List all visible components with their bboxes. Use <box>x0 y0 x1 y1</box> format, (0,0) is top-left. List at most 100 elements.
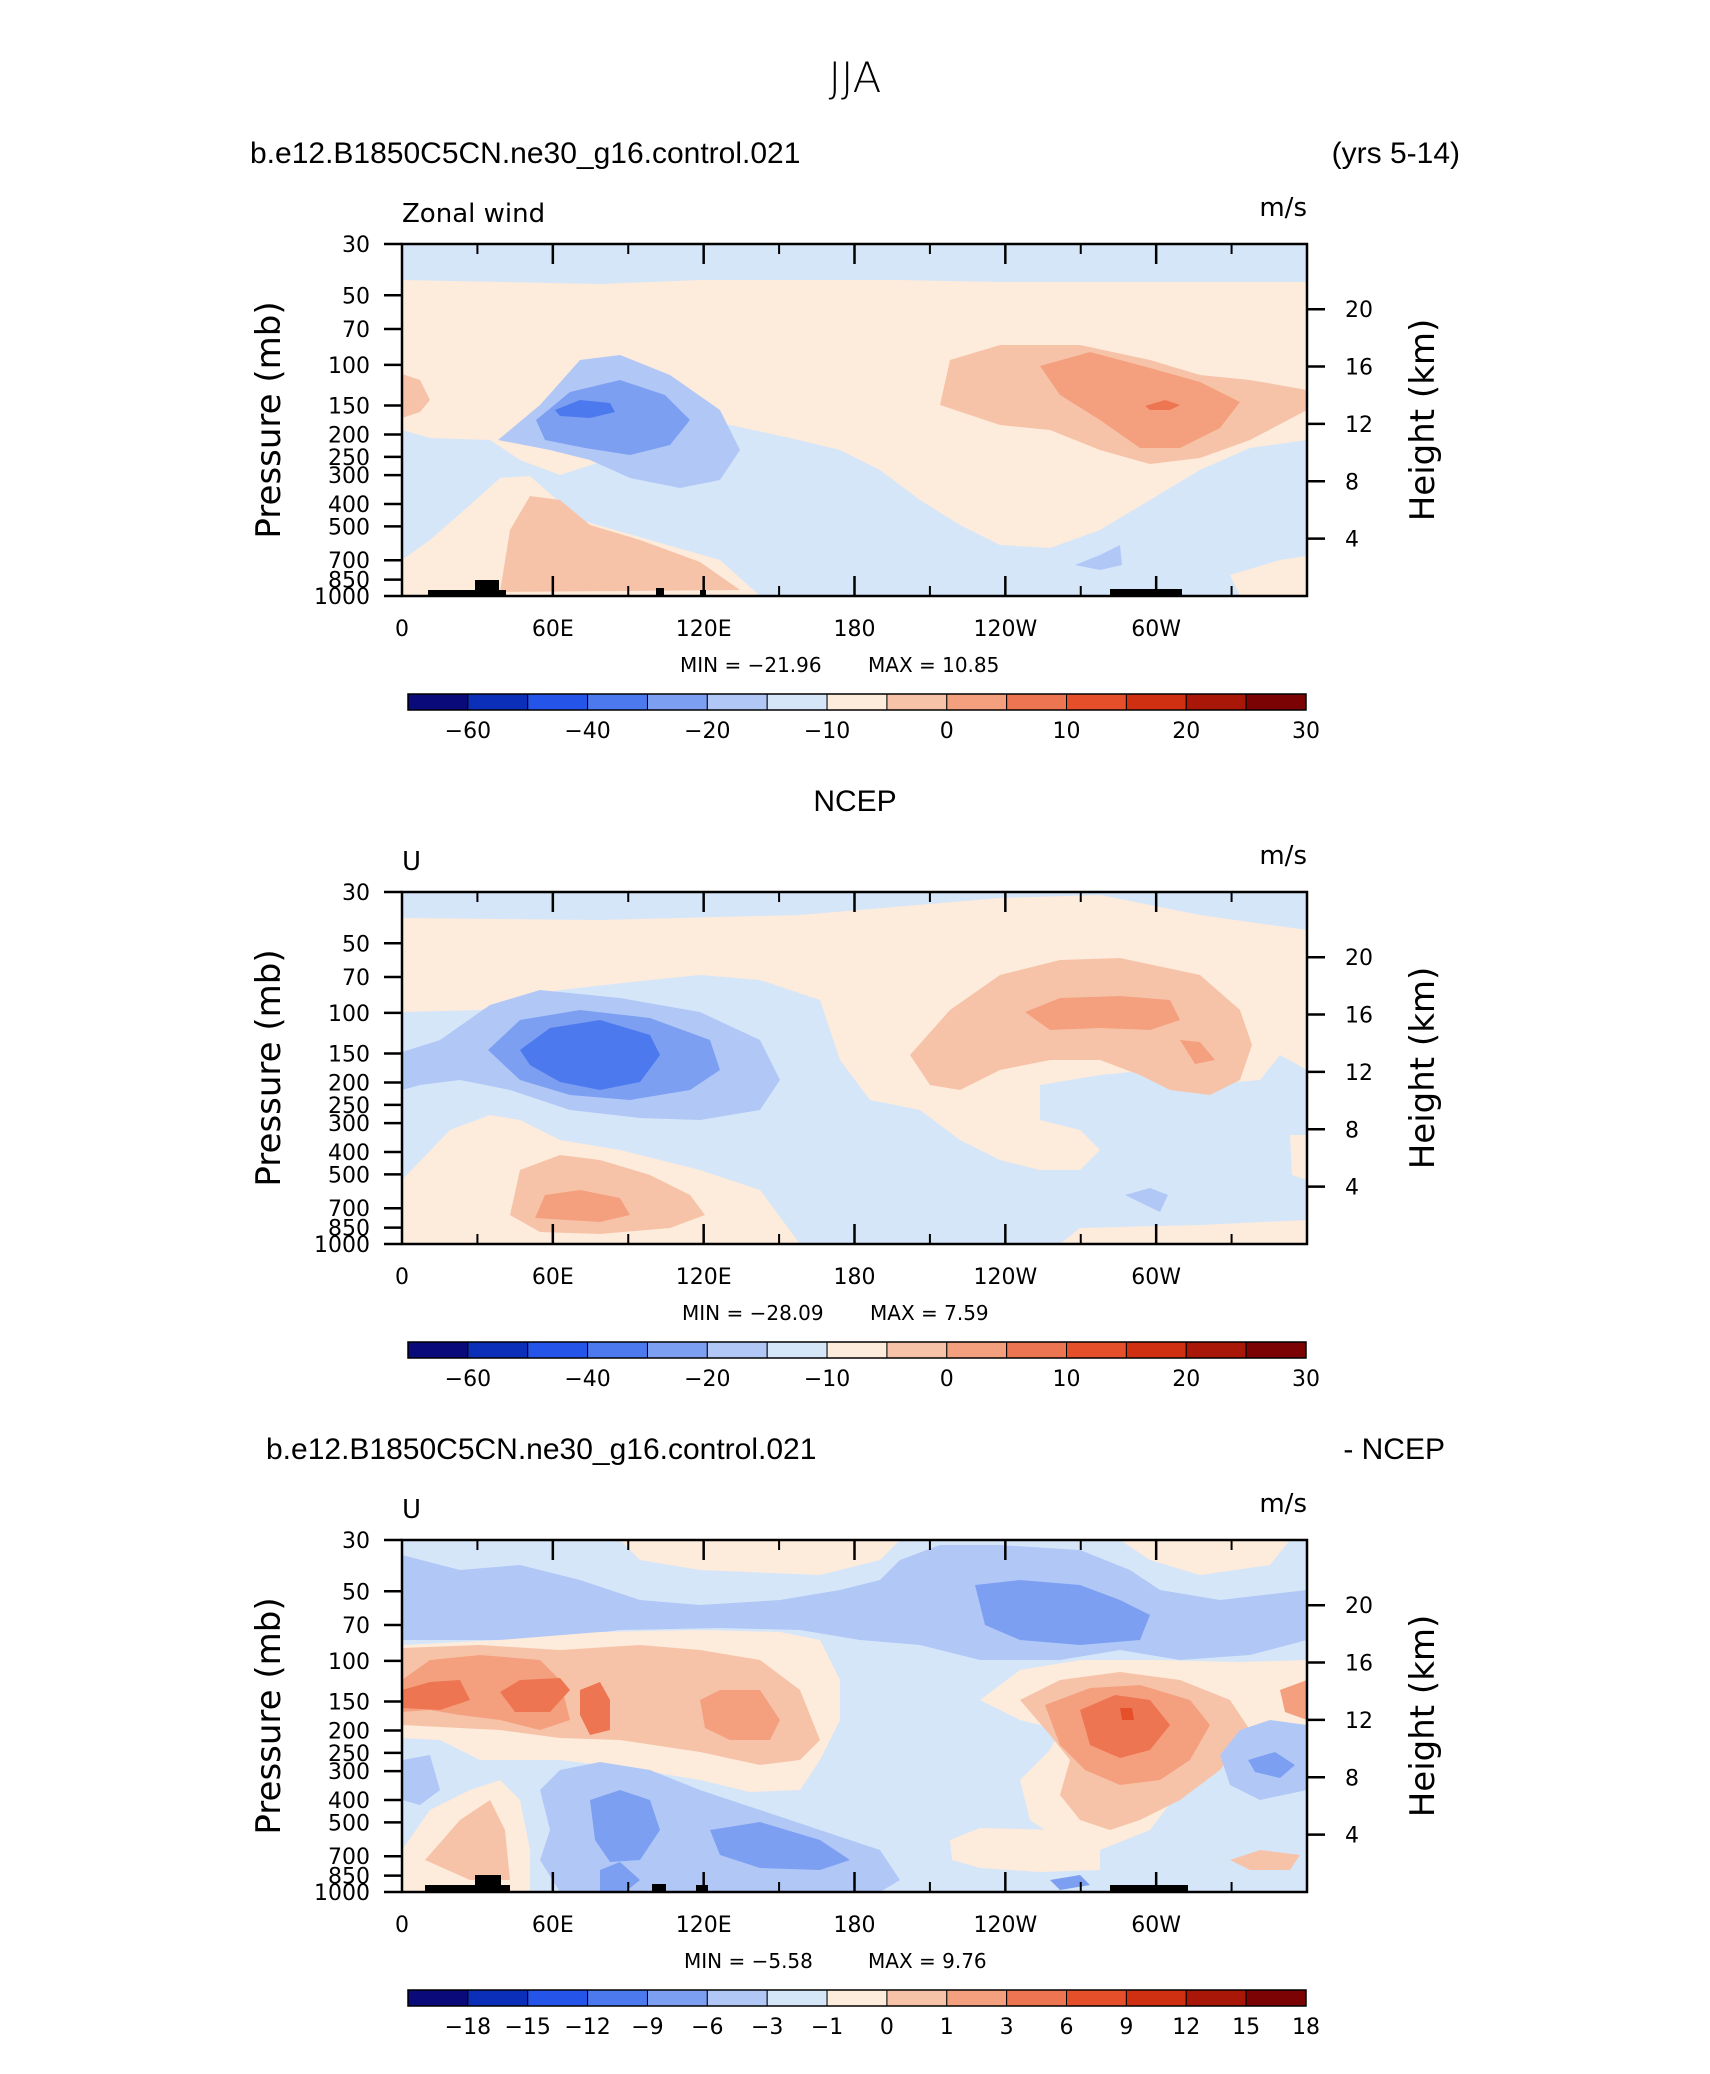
colorbar-box <box>1185 1989 1247 2007</box>
y-tick-label: 100 <box>328 1650 370 1675</box>
lower-neg-3c <box>710 1822 850 1870</box>
y-tick-label: 150 <box>328 1043 370 1068</box>
x-tick-label: 120E <box>676 1913 732 1938</box>
y-tick-label: 250 <box>328 1094 370 1119</box>
y-tick-label: 500 <box>328 1811 370 1836</box>
min-label-2: MIN = −28.09 <box>682 1301 824 1325</box>
colorbar-box <box>587 1989 648 2007</box>
pos2 <box>1040 352 1240 448</box>
colorbar-box <box>646 693 708 711</box>
right-neg-3b <box>1248 1752 1295 1778</box>
x-tick-label: 0 <box>395 617 409 642</box>
contour-fill-1 <box>402 244 1307 596</box>
bottom-left-title: b.e12.B1850C5CN.ne30_g16.control.021 <box>266 1433 816 1466</box>
lower-left-pos2 <box>425 1800 510 1880</box>
y-right-tick-label: 20 <box>1345 1594 1373 1619</box>
small-neg-2 <box>1125 1188 1168 1212</box>
colorbar-label: −6 <box>691 2015 723 2040</box>
y-right-tick-label: 12 <box>1345 413 1373 438</box>
colorbar-box <box>706 693 768 711</box>
neg2 <box>536 380 690 455</box>
x-tick-label: 180 <box>834 1913 876 1938</box>
colorbar-label: −10 <box>804 719 850 744</box>
colorbar-label: 0 <box>940 719 954 744</box>
colorbar-box <box>587 1341 648 1359</box>
colorbar-label: −20 <box>684 719 730 744</box>
panel-label-3: U <box>402 1495 421 1525</box>
y-tick-label: 250 <box>328 1742 370 1767</box>
y-right-tick-label: 20 <box>1345 298 1373 323</box>
colorbar-label: −12 <box>564 2015 610 2040</box>
left-pos <box>402 374 430 418</box>
y-tick-label: 1000 <box>314 1233 370 1258</box>
colorbar-box <box>1006 693 1068 711</box>
pos-band-3f <box>580 1682 610 1735</box>
colorbar-1: −60 −40 −20 −10 0 10 20 30 <box>407 693 1320 744</box>
y-tick-label: 30 <box>342 1529 370 1554</box>
colorbar-label: 10 <box>1053 719 1081 744</box>
y-tick-label: 850 <box>328 1865 370 1890</box>
ylabel-3: Pressure (mb) <box>249 1597 289 1834</box>
colorbar-frame <box>407 1989 1307 2007</box>
pos3-2 <box>1180 1040 1215 1064</box>
panel-1: Zonal wind m/s Pressure (mb) Height (km)… <box>249 193 1443 744</box>
topography-3 <box>425 1875 1188 1892</box>
y-right-tick-label: 8 <box>1345 1118 1359 1143</box>
colorbar-label: 18 <box>1292 2015 1320 2040</box>
neg3 <box>555 400 615 418</box>
ylabel-right-2: Height (km) <box>1403 967 1443 1170</box>
y-tick-label: 1000 <box>314 585 370 610</box>
colorbar-label: 0 <box>940 1367 954 1392</box>
colorbar-frame <box>407 693 1307 711</box>
colorbar-label: 30 <box>1292 719 1320 744</box>
colorbar-label: −3 <box>751 2015 783 2040</box>
y-tick-label: 70 <box>342 318 370 343</box>
colorbar-label: −60 <box>445 1367 491 1392</box>
y-tick-label: 150 <box>328 395 370 420</box>
lower-neg-3b <box>590 1790 660 1862</box>
y-tick-label: 70 <box>342 966 370 991</box>
colorbar-box <box>1185 693 1247 711</box>
colorbar-box <box>1185 1341 1247 1359</box>
colorbar-box <box>886 1341 948 1359</box>
y-tick-label: 400 <box>328 1789 370 1814</box>
lower-neg-3d <box>600 1862 640 1892</box>
units-3: m/s <box>1259 1489 1307 1519</box>
colorbar-box <box>706 1989 768 2007</box>
lower-positive-2 <box>500 496 740 592</box>
panel-label-2: U <box>402 847 421 877</box>
y-tick-label: 400 <box>328 1141 370 1166</box>
pos2-2 <box>1025 996 1180 1030</box>
colorbar-box <box>1125 693 1187 711</box>
colorbar-box <box>886 1989 948 2007</box>
colorbar-label: 12 <box>1172 2015 1200 2040</box>
bottom-pos-3r2 <box>1230 1850 1300 1870</box>
y-tick-label: 30 <box>342 881 370 906</box>
y-right-tick-label: 12 <box>1345 1709 1373 1734</box>
colorbar-label: 10 <box>1053 1367 1081 1392</box>
colorbar-box <box>527 1989 589 2007</box>
colorbar-box <box>527 1341 589 1359</box>
colorbar-box <box>826 693 888 711</box>
colorbar-box <box>1245 1341 1307 1359</box>
top-left-title: b.e12.B1850C5CN.ne30_g16.control.021 <box>250 137 800 170</box>
top-pos-3b <box>1120 1540 1290 1575</box>
y-tick-label: 50 <box>342 1580 370 1605</box>
y-tick-label: 50 <box>342 284 370 309</box>
pos-r-3d <box>1120 1708 1134 1720</box>
y-tick-label: 200 <box>328 423 370 448</box>
colorbar-label: −1 <box>811 2015 843 2040</box>
colorbar-box <box>467 1341 529 1359</box>
colorbar-3: −18 −15 −12 −9 −6 −3 −1 0 1 3 6 9 12 15 18 <box>407 1989 1320 2040</box>
colorbar-box <box>587 693 648 711</box>
pos-band-3d <box>402 1680 470 1710</box>
y-right-tick-label: 20 <box>1345 946 1373 971</box>
panel-3: U m/s Pressure (mb) Height (km) MIN = −5… <box>249 1489 1443 2040</box>
colorbar-box <box>407 1989 469 2007</box>
y-tick-label: 300 <box>328 1760 370 1785</box>
y-right-tick-label: 4 <box>1345 1824 1359 1849</box>
colorbar-label: 30 <box>1292 1367 1320 1392</box>
pos-band-3e <box>500 1678 570 1712</box>
